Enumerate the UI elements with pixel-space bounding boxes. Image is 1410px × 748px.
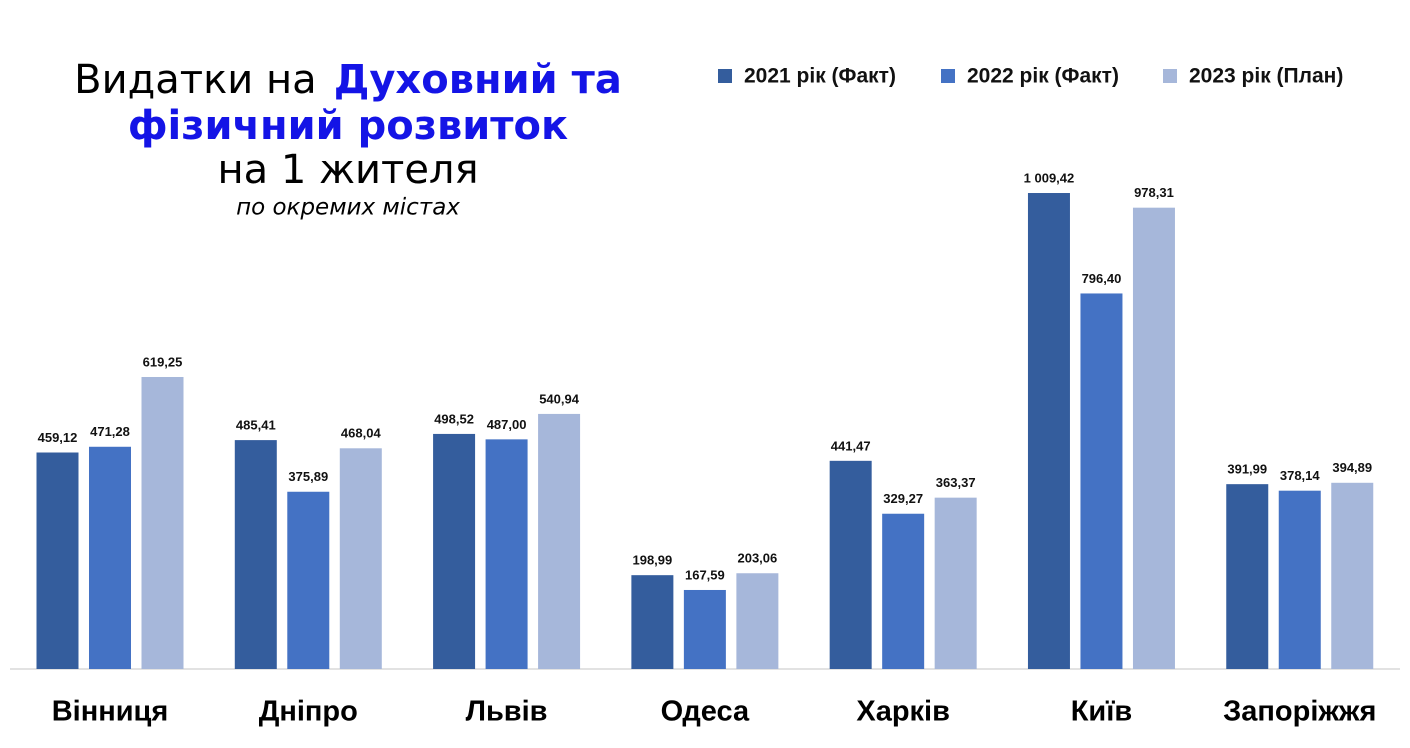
bar <box>1080 293 1123 669</box>
x-tick-label: Львів <box>466 696 548 728</box>
bar <box>1132 207 1175 669</box>
bar <box>88 446 131 669</box>
value-label: 203,06 <box>737 551 777 566</box>
bar <box>829 460 872 669</box>
bar <box>736 573 779 669</box>
bar <box>433 433 476 669</box>
bar <box>538 413 581 669</box>
value-label: 1 009,42 <box>1024 170 1075 185</box>
value-label: 498,52 <box>434 411 474 426</box>
legend-label: 2022 рік (Факт) <box>967 65 1119 88</box>
title-part: Духовний та <box>334 57 622 103</box>
bar <box>882 513 925 669</box>
legend-swatch <box>941 69 955 83</box>
value-label: 391,99 <box>1227 462 1267 477</box>
bar <box>1226 484 1269 669</box>
bar <box>287 491 330 669</box>
title-part: Видатки на <box>74 57 316 103</box>
legend-swatch <box>718 69 732 83</box>
value-label: 471,28 <box>90 424 130 439</box>
bar <box>485 439 528 669</box>
value-label: 363,37 <box>936 475 976 490</box>
value-label: 619,25 <box>143 354 183 369</box>
x-tick-label: Одеса <box>661 696 750 728</box>
value-label: 540,94 <box>539 391 580 406</box>
bar <box>934 497 977 669</box>
value-label: 329,27 <box>883 491 923 506</box>
value-label: 394,89 <box>1332 460 1372 475</box>
title-part: фізичний розвиток <box>128 103 568 149</box>
x-tick-label: Запоріжжя <box>1223 696 1376 728</box>
value-label: 487,00 <box>487 417 527 432</box>
legend-label: 2021 рік (Факт) <box>744 65 896 88</box>
value-label: 375,89 <box>288 469 328 484</box>
x-tick-label: Київ <box>1071 696 1133 728</box>
value-label: 978,31 <box>1134 185 1174 200</box>
title-part: на 1 жителя <box>217 147 478 193</box>
value-label: 796,40 <box>1082 271 1122 286</box>
bar <box>1331 482 1374 669</box>
bar <box>683 589 726 669</box>
bar <box>1278 490 1321 669</box>
value-label: 468,04 <box>341 426 382 441</box>
x-tick-label: Вінниця <box>52 696 169 728</box>
bar <box>1027 193 1070 670</box>
bar <box>141 376 184 669</box>
legend-label: 2023 рік (План) <box>1189 65 1343 88</box>
value-label: 167,59 <box>685 567 725 582</box>
bar <box>234 440 277 669</box>
value-label: 378,14 <box>1280 468 1321 483</box>
value-label: 459,12 <box>38 430 78 445</box>
chart-subtitle: по окремих містах <box>236 195 460 221</box>
x-tick-label: Дніпро <box>259 696 358 728</box>
bar <box>339 448 382 669</box>
bar <box>36 452 79 669</box>
chart-title: Видатки на Духовний та <box>74 57 622 103</box>
bar <box>631 575 674 669</box>
value-label: 485,41 <box>236 418 276 433</box>
legend-swatch <box>1163 69 1177 83</box>
value-label: 198,99 <box>632 553 672 568</box>
value-label: 441,47 <box>831 438 871 453</box>
x-tick-label: Харків <box>856 696 950 728</box>
